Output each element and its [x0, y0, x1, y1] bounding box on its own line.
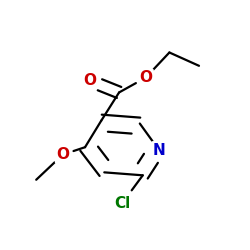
Text: O: O — [139, 70, 152, 85]
Text: O: O — [83, 73, 96, 88]
Text: O: O — [56, 147, 69, 162]
Text: O: O — [56, 147, 69, 162]
Text: N: N — [153, 143, 166, 158]
Text: Cl: Cl — [114, 196, 130, 211]
Text: N: N — [153, 143, 166, 158]
Text: O: O — [83, 73, 96, 88]
Text: O: O — [139, 70, 152, 85]
Text: Cl: Cl — [114, 196, 130, 211]
